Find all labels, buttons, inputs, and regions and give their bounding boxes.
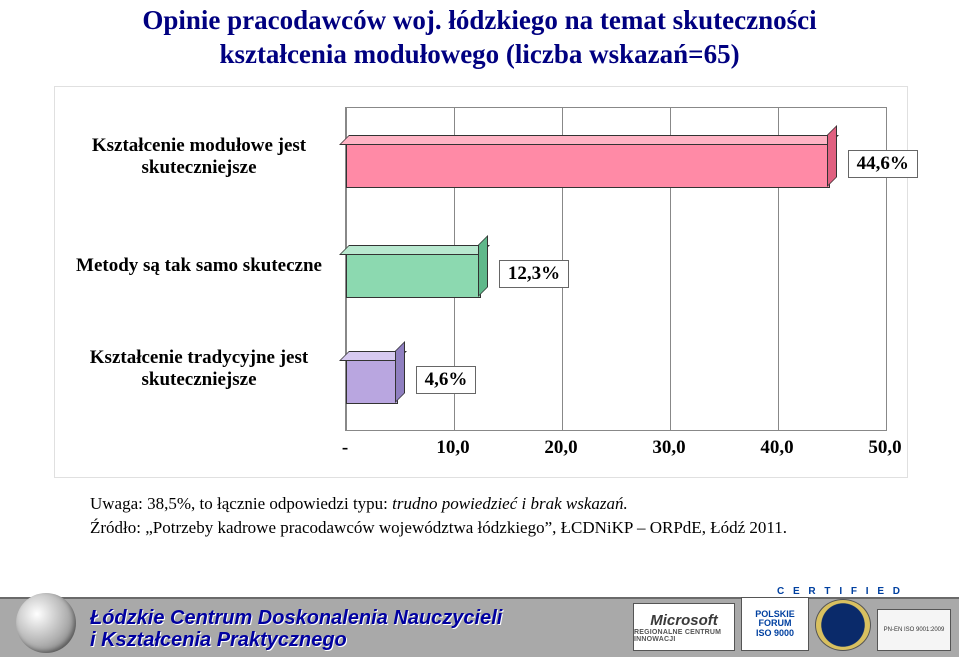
xtick-3: 30,0 xyxy=(652,437,685,459)
chart-note: Uwaga: 38,5%, to łącznie odpowiedzi typu… xyxy=(90,494,628,514)
microsoft-sub: REGIONALNE CENTRUM INNOWACJI xyxy=(634,629,734,643)
page: { "title_l1": "Opinie pracodawców woj. ł… xyxy=(0,0,959,657)
chart-source: Źródło: „Potrzeby kadrowe pracodawców wo… xyxy=(90,518,787,538)
value-label-2: 4,6% xyxy=(416,366,477,394)
note-italic: trudno powiedzieć i brak wskazań. xyxy=(392,494,628,513)
bar-chart: Kształcenie modułowe jest skuteczniejsze… xyxy=(54,86,908,478)
page-title: Opinie pracodawców woj. łódzkiego na tem… xyxy=(0,0,959,72)
badge-iso: POLSKIE FORUM ISO 9000 xyxy=(741,597,809,651)
footer: Łódzkie Centrum Doskonalenia Nauczycieli… xyxy=(0,573,959,657)
bar-0 xyxy=(346,142,830,188)
x-axis-ticks: - 10,0 20,0 30,0 40,0 50,0 xyxy=(345,437,885,463)
badge-pn: PN-EN ISO 9001:2009 xyxy=(877,609,951,651)
certified-label: C E R T I F I E D xyxy=(777,586,903,597)
xtick-5: 50,0 xyxy=(868,437,901,459)
category-label-0: Kształcenie modułowe jest skuteczniejsze xyxy=(65,135,333,179)
note-text: Uwaga: 38,5%, to łącznie odpowiedzi typu… xyxy=(90,494,392,513)
xtick-1: 10,0 xyxy=(436,437,469,459)
microsoft-label: Microsoft xyxy=(650,612,718,629)
title-line-2: kształcenia modułowego (liczba wskazań=6… xyxy=(219,39,739,69)
bar-1 xyxy=(346,252,481,298)
badge-iqnet-icon xyxy=(815,599,871,651)
footer-logo-icon xyxy=(16,593,76,653)
xtick-2: 20,0 xyxy=(544,437,577,459)
plot-area: 44,6% 12,3% 4,6% xyxy=(345,107,887,431)
category-label-1: Metody są tak samo skuteczne xyxy=(65,255,333,277)
footer-org-name: Łódzkie Centrum Doskonalenia Nauczycieli… xyxy=(90,607,502,651)
title-line-1: Opinie pracodawców woj. łódzkiego na tem… xyxy=(142,5,816,35)
xtick-4: 40,0 xyxy=(760,437,793,459)
category-label-2: Kształcenie tradycyjne jest skuteczniejs… xyxy=(65,347,333,391)
xtick-0: - xyxy=(342,437,348,459)
badge-microsoft: Microsoft REGIONALNE CENTRUM INNOWACJI xyxy=(633,603,735,651)
bar-2 xyxy=(346,358,398,404)
value-label-1: 12,3% xyxy=(499,260,569,288)
value-label-0: 44,6% xyxy=(848,150,918,178)
